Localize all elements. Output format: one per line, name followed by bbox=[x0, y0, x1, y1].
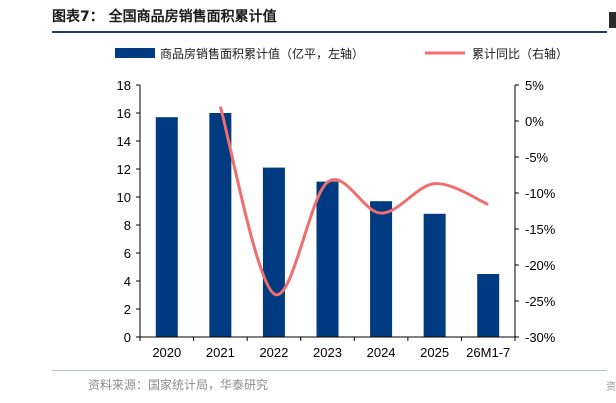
edge-fragment: 资 bbox=[606, 382, 616, 393]
left-tick-label: 12 bbox=[117, 162, 131, 177]
axes: 0 2 4 6 8 10 12 14 16 18 -30% -25% -20% -15% -10% -5% 0%… bbox=[117, 78, 556, 360]
left-tick-label: 18 bbox=[117, 78, 131, 93]
line-series bbox=[218, 106, 489, 297]
bar-series bbox=[155, 113, 500, 337]
x-tick-label: 2021 bbox=[206, 345, 235, 360]
right-tick-label: -5% bbox=[525, 150, 549, 165]
bar-2022 bbox=[262, 167, 285, 337]
left-tick-label: 0 bbox=[124, 330, 131, 345]
x-tick-label: 2020 bbox=[152, 345, 181, 360]
source-rule bbox=[52, 370, 607, 371]
left-tick-label: 8 bbox=[124, 218, 131, 233]
bar-2025 bbox=[423, 213, 446, 337]
left-tick-label: 10 bbox=[117, 190, 131, 205]
right-tick-label: -25% bbox=[525, 294, 556, 309]
left-tick-label: 14 bbox=[117, 134, 131, 149]
x-tick-label: 2023 bbox=[313, 345, 342, 360]
bar-2020 bbox=[155, 117, 178, 337]
x-tick-label: 2024 bbox=[367, 345, 396, 360]
legend-swatch-bar bbox=[115, 48, 155, 58]
bar-2024 bbox=[370, 201, 393, 337]
bar-26M1-7 bbox=[477, 274, 500, 337]
yoy-line bbox=[218, 106, 489, 297]
legend: 商品房销售面积累计值（亿平，左轴） 累计同比（右轴） bbox=[115, 46, 568, 61]
edge-mark bbox=[609, 12, 616, 28]
left-tick-label: 4 bbox=[124, 274, 131, 289]
x-tick-label: 26M1-7 bbox=[466, 345, 510, 360]
x-tick-label: 2022 bbox=[259, 345, 288, 360]
bar-2021 bbox=[209, 113, 232, 337]
right-tick-label: -15% bbox=[525, 222, 556, 237]
left-tick-label: 2 bbox=[124, 302, 131, 317]
bar-2023 bbox=[316, 181, 339, 337]
right-tick-label: 5% bbox=[525, 78, 544, 93]
right-tick-label: -10% bbox=[525, 186, 556, 201]
title-rule bbox=[52, 31, 607, 33]
figure-title: 图表7： 全国商品房销售面积累计值 bbox=[52, 9, 277, 25]
right-tick-label: -20% bbox=[525, 258, 556, 273]
chart: 商品房销售面积累计值（亿平，左轴） 累计同比（右轴） 0 2 4 6 8 10 12 14 16 1… bbox=[115, 46, 568, 360]
source-note: 资料来源：国家统计局，华泰研究 bbox=[88, 378, 269, 392]
right-tick-label: 0% bbox=[525, 114, 544, 129]
right-tick-label: -30% bbox=[525, 330, 556, 345]
legend-label-bar: 商品房销售面积累计值（亿平，左轴） bbox=[160, 46, 364, 61]
legend-label-line: 累计同比（右轴） bbox=[472, 46, 568, 61]
left-tick-label: 6 bbox=[124, 246, 131, 261]
x-tick-label: 2025 bbox=[420, 345, 449, 360]
left-tick-label: 16 bbox=[117, 106, 131, 121]
